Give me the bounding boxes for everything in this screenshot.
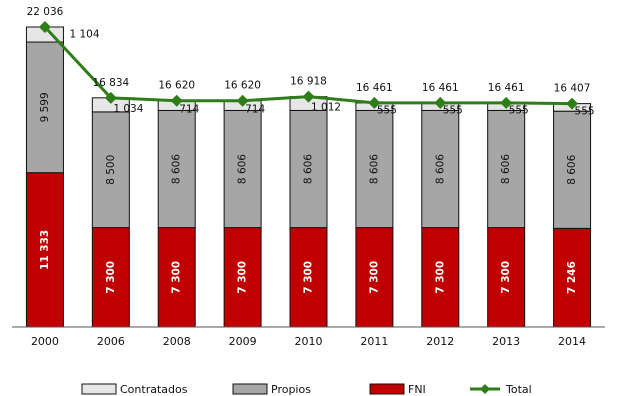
label-contratados-2012: 555 (443, 105, 463, 117)
bar-fni-2011 (355, 227, 394, 328)
bar-propios-2009 (223, 109, 262, 229)
label-total-2009: 16 620 (224, 80, 261, 92)
x-tick-2014: 2014 (558, 335, 586, 348)
x-tick-2008: 2008 (163, 335, 191, 348)
label-fni-2009: 7 300 (237, 261, 249, 294)
label-contratados-2010: 1 012 (311, 102, 341, 114)
label-total-2011: 16 461 (356, 82, 393, 94)
label-fni-2011: 7 300 (368, 261, 380, 294)
legend-label-propios: Propios (271, 383, 311, 396)
label-fni-2013: 7 300 (500, 261, 512, 294)
label-fni-2014: 7 246 (566, 261, 578, 294)
label-contratados-2013: 555 (509, 105, 529, 117)
total-marker-2006 (104, 91, 117, 104)
total-marker-2010 (302, 90, 315, 103)
label-total-2010: 16 918 (290, 76, 327, 88)
bar-propios-2008 (157, 109, 196, 229)
x-tick-2013: 2013 (492, 335, 520, 348)
label-contratados-2011: 555 (377, 105, 397, 117)
bar-propios-2012 (421, 109, 460, 229)
total-marker-2009 (236, 94, 249, 107)
label-fni-2008: 7 300 (171, 261, 183, 294)
label-propios-2000: 9 599 (39, 92, 51, 122)
x-tick-2012: 2012 (426, 335, 454, 348)
x-tick-2006: 2006 (97, 335, 125, 348)
bar-propios-2013 (487, 109, 526, 229)
label-propios-2011: 8 606 (368, 154, 380, 184)
label-total-2012: 16 461 (422, 82, 459, 94)
bar-fni-2013 (487, 227, 526, 328)
label-contratados-2009: 714 (245, 104, 265, 116)
label-total-2000: 22 036 (27, 6, 64, 18)
legend-marker-total (480, 384, 490, 394)
legend-swatch-contratados (81, 383, 117, 395)
label-propios-2006: 8 500 (105, 155, 117, 185)
label-contratados-2008: 714 (179, 104, 199, 116)
label-propios-2008: 8 606 (171, 154, 183, 184)
label-propios-2012: 8 606 (434, 154, 446, 184)
bar-fni-2006 (91, 227, 130, 328)
label-propios-2010: 8 606 (303, 154, 315, 184)
label-fni-2006: 7 300 (105, 261, 117, 294)
label-total-2014: 16 407 (554, 83, 591, 95)
legend-swatch-fni (369, 383, 405, 395)
bar-fni-2014 (553, 227, 592, 328)
x-tick-2010: 2010 (295, 335, 323, 348)
label-total-2013: 16 461 (488, 82, 525, 94)
bar-propios-2011 (355, 109, 394, 229)
legend-swatch-propios (232, 383, 268, 395)
label-propios-2013: 8 606 (500, 154, 512, 184)
label-propios-2014: 8 606 (566, 154, 578, 184)
total-marker-2008 (170, 94, 183, 107)
label-contratados-2014: 555 (575, 105, 595, 117)
label-contratados-2000: 1 104 (69, 29, 99, 41)
label-fni-2012: 7 300 (434, 261, 446, 294)
x-tick-2009: 2009 (229, 335, 257, 348)
label-propios-2009: 8 606 (237, 154, 249, 184)
legend-label-contratados: Contratados (120, 383, 188, 396)
total-marker-2013 (500, 96, 513, 109)
total-marker-2000 (38, 21, 51, 33)
bar-fni-2000 (25, 172, 64, 328)
bar-propios-2006 (91, 111, 130, 229)
bar-fni-2008 (157, 227, 196, 328)
legend-label-fni: FNI (408, 383, 426, 396)
label-total-2008: 16 620 (158, 80, 195, 92)
total-marker-2011 (368, 96, 381, 109)
x-tick-2011: 2011 (360, 335, 388, 348)
bar-fni-2010 (289, 227, 328, 328)
label-fni-2010: 7 300 (303, 261, 315, 294)
label-total-2006: 16 834 (92, 77, 129, 89)
x-tick-2000: 2000 (31, 335, 59, 348)
label-contratados-2006: 1 034 (113, 103, 143, 115)
total-marker-2014 (566, 97, 579, 110)
label-fni-2000: 11 333 (39, 230, 51, 270)
bar-propios-2000 (25, 41, 64, 174)
legend-label-total: Total (505, 383, 532, 396)
total-marker-2012 (434, 96, 447, 109)
